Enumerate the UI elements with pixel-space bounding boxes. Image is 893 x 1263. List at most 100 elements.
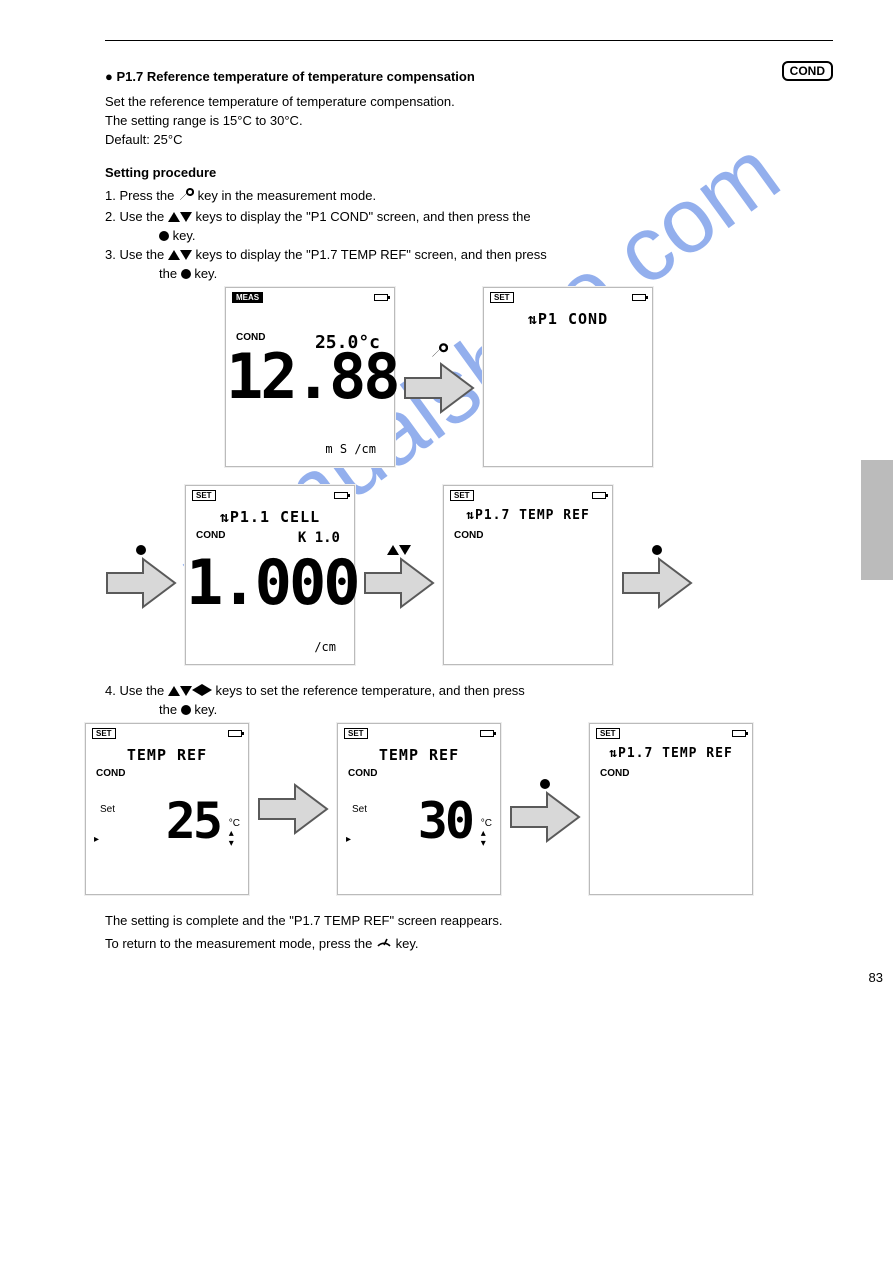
up-icon [168, 250, 180, 260]
mode-tag: SET [490, 292, 514, 303]
arrow-right-icon [363, 557, 435, 609]
enter-icon [652, 545, 662, 555]
unit-label: m S /cm [325, 442, 376, 456]
lcd-p17-final: SET ⇅P1.7 TEMP REF COND [589, 723, 753, 895]
battery-icon [228, 730, 242, 737]
cond-label: COND [600, 768, 629, 779]
page-tab [861, 460, 893, 580]
step-4-a: 4. Use the [105, 683, 164, 698]
step-4-ct: the [159, 702, 177, 717]
updown-icon: °C▴▾ [481, 819, 492, 849]
battery-icon [732, 730, 746, 737]
step-4-b: keys to set the reference temperature, a… [216, 683, 525, 698]
mode-tag: MEAS [232, 292, 263, 303]
page-number: 83 [869, 970, 883, 985]
intro-line-3: Default: 25°C [105, 132, 833, 147]
mode-tag: SET [344, 728, 368, 739]
cursor-icon: ▸ [346, 834, 351, 845]
main-value: 30 [338, 796, 500, 846]
battery-icon [632, 294, 646, 301]
step-3: 3. Use the keys to display the "P1.7 TEM… [105, 247, 833, 262]
flow-row-2: SET ⇅P1.1 CELL COND K 1.0 1.000 /cm SET … [105, 485, 833, 665]
lcd-meas: MEAS COND 25.0°c 12.88 m S /cm [225, 287, 395, 467]
down-icon [180, 212, 192, 222]
flow-row-1: MEAS COND 25.0°c 12.88 m S /cm SET ⇅P1 C… [225, 287, 833, 467]
unit-label: /cm [314, 640, 336, 654]
battery-icon [592, 492, 606, 499]
battery-icon [334, 492, 348, 499]
arrow-right-icon [621, 557, 693, 609]
step-3-a: 3. Use the [105, 247, 164, 262]
top-rule [105, 40, 833, 41]
right-icon [202, 684, 212, 696]
main-value: 25 [86, 796, 248, 846]
step-4-c: the key. [159, 702, 833, 717]
lcd-25: SET TEMP REF COND Set 25 ▸ °C▴▾ [85, 723, 249, 895]
enter-icon [181, 269, 191, 279]
dot-text: ⇅P1.7 TEMP REF [444, 508, 612, 523]
up-icon [168, 212, 180, 222]
step-2-b: keys to display the "P1 COND" screen, an… [196, 209, 531, 224]
lcd-30: SET TEMP REF COND Set 30 ▸ °C▴▾ [337, 723, 501, 895]
step-2: 2. Use the keys to display the "P1 COND"… [105, 209, 833, 224]
battery-icon [480, 730, 494, 737]
arrow-right-icon [257, 783, 329, 835]
tip-line: To return to the measurement mode, press… [105, 934, 833, 951]
step-1-a: 1. Press the [105, 188, 174, 203]
up-icon [168, 686, 180, 696]
cond-label: COND [96, 768, 125, 779]
step-4-d: key. [194, 702, 217, 717]
arrow-right-icon [403, 362, 475, 414]
cond-label: COND [454, 530, 483, 541]
mode-tag: SET [192, 490, 216, 501]
cond-label: COND [348, 768, 377, 779]
cond-label: COND [196, 530, 225, 541]
step-3-ct: the [159, 266, 177, 281]
cond-badge: COND [782, 61, 833, 81]
enter-icon [181, 705, 191, 715]
tip-text-b: key. [396, 936, 419, 951]
dot-text: ⇅P1.7 TEMP REF [590, 746, 752, 761]
footer-line: The setting is complete and the "P1.7 TE… [105, 913, 833, 928]
dot-text: TEMP REF [86, 746, 248, 764]
arrow-right-icon [509, 791, 581, 843]
down-icon [180, 686, 192, 696]
step-2-d: key. [173, 228, 196, 243]
down-icon [180, 250, 192, 260]
step-4: 4. Use the keys to set the reference tem… [105, 683, 833, 698]
mode-tag: SET [92, 728, 116, 739]
step-3-b: keys to display the "P1.7 TEMP REF" scre… [196, 247, 547, 262]
tip-text-a: To return to the measurement mode, press… [105, 936, 372, 951]
lcd-p17: SET ⇅P1.7 TEMP REF COND [443, 485, 613, 665]
enter-icon [540, 779, 550, 789]
dot-text: ⇅P1 COND [484, 310, 652, 328]
step-1: 1. Press the key in the measurement mode… [105, 186, 833, 205]
enter-icon [136, 545, 146, 555]
procedure-title: Setting procedure [105, 165, 833, 180]
mode-tag: SET [596, 728, 620, 739]
step-1-b: key in the measurement mode. [198, 188, 376, 203]
left-icon [192, 684, 202, 696]
arrow-right-icon [105, 557, 177, 609]
intro-line-1: Set the reference temperature of tempera… [105, 94, 833, 109]
k-value: K 1.0 [298, 530, 340, 546]
step-3-c: the key. [159, 266, 833, 281]
main-value: 1.000 [186, 552, 354, 614]
meas-icon [376, 936, 396, 951]
step-3-d: key. [194, 266, 217, 281]
intro-line-2: The setting range is 15°C to 30°C. [105, 113, 833, 128]
up-icon [387, 545, 399, 555]
lcd-p1: SET ⇅P1 COND [483, 287, 653, 467]
cursor-icon: ▸ [94, 834, 99, 845]
dot-text: ⇅P1.1 CELL [186, 508, 354, 526]
updown-icon: °C▴▾ [229, 819, 240, 849]
flow-row-3: SET TEMP REF COND Set 25 ▸ °C▴▾ SET TEMP… [85, 723, 833, 895]
step-2-a: 2. Use the [105, 209, 164, 224]
section-title: ● P1.7 Reference temperature of temperat… [105, 69, 475, 84]
enter-icon [159, 231, 169, 241]
step-2-c: key. [159, 228, 833, 243]
mode-tag: SET [450, 490, 474, 501]
main-value: 12.88 [226, 346, 394, 408]
lcd-p11: SET ⇅P1.1 CELL COND K 1.0 1.000 /cm [185, 485, 355, 665]
wrench-icon [430, 341, 448, 362]
